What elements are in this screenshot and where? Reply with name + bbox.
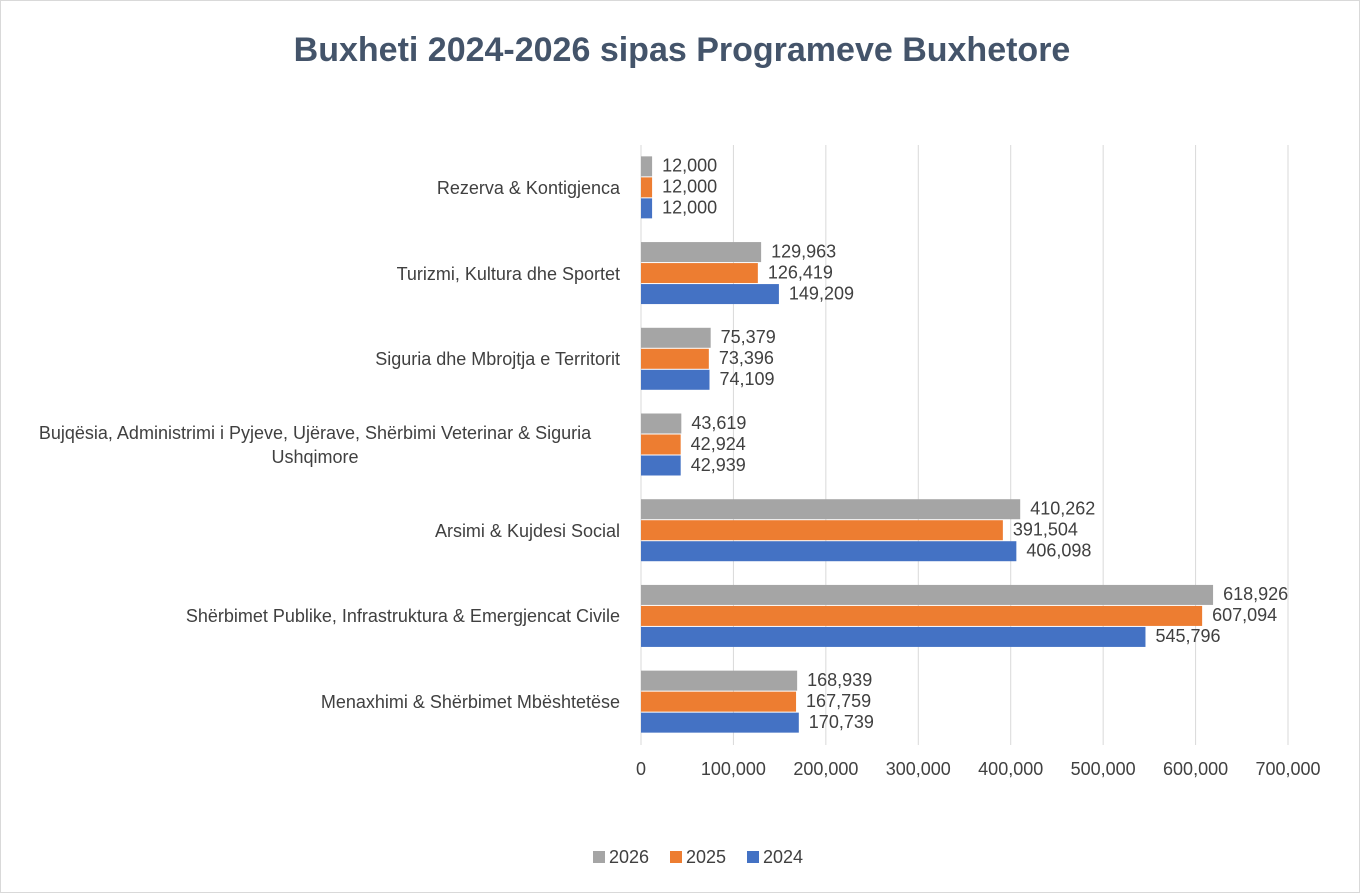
bar <box>641 177 653 198</box>
bar <box>641 434 681 455</box>
data-label: 410,262 <box>1030 498 1095 518</box>
category-label: Turizmi, Kultura dhe Sportet <box>396 263 620 284</box>
data-label: 12,000 <box>662 177 717 197</box>
category-label-box: Bujqësia, Administrimi i Pyjeve, Ujërave… <box>0 421 620 469</box>
legend-label: 2024 <box>763 847 803 867</box>
category-label-box: Menaxhimi & Shërbimet Mbështetëse <box>0 690 620 714</box>
bar <box>641 499 1021 520</box>
data-label: 406,098 <box>1026 540 1091 560</box>
data-label: 42,939 <box>691 455 746 475</box>
data-label: 12,000 <box>662 198 717 218</box>
category-label: Bujqësia, Administrimi i Pyjeve, Ujërave… <box>38 423 592 467</box>
category-label: Menaxhimi & Shërbimet Mbështetëse <box>320 692 620 713</box>
category-label-box: Turizmi, Kultura dhe Sportet <box>0 262 620 286</box>
category-label: Shërbimet Publike, Infrastruktura & Emer… <box>185 606 620 627</box>
category-label-box: Shërbimet Publike, Infrastruktura & Emer… <box>0 604 620 628</box>
data-label: 74,109 <box>719 369 774 389</box>
category-label: Rezerva & Kontigjenca <box>436 177 620 198</box>
x-tick-label: 0 <box>636 759 646 779</box>
bar <box>641 263 758 284</box>
x-tick-label: 400,000 <box>978 759 1043 779</box>
data-label: 170,739 <box>809 712 874 732</box>
legend-label: 2025 <box>686 847 726 867</box>
bar <box>641 242 762 263</box>
data-label: 545,796 <box>1155 626 1220 646</box>
bar <box>641 455 681 476</box>
bar <box>641 605 1203 626</box>
legend-swatch <box>670 851 682 863</box>
bar <box>641 156 653 177</box>
bar <box>641 584 1214 605</box>
data-label: 129,963 <box>771 241 836 261</box>
bar <box>641 670 798 691</box>
bar <box>641 198 653 219</box>
data-label: 126,419 <box>768 262 833 282</box>
x-tick-label: 500,000 <box>1071 759 1136 779</box>
data-label: 607,094 <box>1212 605 1277 625</box>
bar <box>641 520 1003 541</box>
data-label: 618,926 <box>1223 584 1288 604</box>
x-tick-label: 300,000 <box>886 759 951 779</box>
bar <box>641 284 779 305</box>
category-label: Siguria dhe Mbrojtja e Territorit <box>375 349 620 370</box>
bar <box>641 712 799 733</box>
legend-swatch <box>593 851 605 863</box>
bar <box>641 691 797 712</box>
bar <box>641 348 709 369</box>
category-label-box: Siguria dhe Mbrojtja e Territorit <box>0 347 620 371</box>
data-label: 12,000 <box>662 156 717 176</box>
data-label: 43,619 <box>691 413 746 433</box>
category-label-box: Rezerva & Kontigjenca <box>0 176 620 200</box>
data-label: 73,396 <box>719 348 774 368</box>
data-label: 149,209 <box>789 283 854 303</box>
x-tick-label: 200,000 <box>793 759 858 779</box>
legend-label: 2026 <box>609 847 649 867</box>
chart-title: Buxheti 2024-2026 sipas Programeve Buxhe… <box>294 31 1071 69</box>
data-label: 42,924 <box>691 434 746 454</box>
bar <box>641 541 1017 562</box>
x-tick-label: 600,000 <box>1163 759 1228 779</box>
legend-swatch <box>747 851 759 863</box>
bar <box>641 413 682 434</box>
bar <box>641 626 1146 647</box>
bar <box>641 327 711 348</box>
data-label: 168,939 <box>807 670 872 690</box>
x-tick-label: 100,000 <box>701 759 766 779</box>
data-label: 75,379 <box>721 327 776 347</box>
data-label: 167,759 <box>806 691 871 711</box>
x-tick-label: 700,000 <box>1255 759 1320 779</box>
data-label: 391,504 <box>1013 519 1078 539</box>
bar <box>641 369 710 390</box>
category-label: Arsimi & Kujdesi Social <box>434 520 620 541</box>
category-label-box: Arsimi & Kujdesi Social <box>0 519 620 543</box>
